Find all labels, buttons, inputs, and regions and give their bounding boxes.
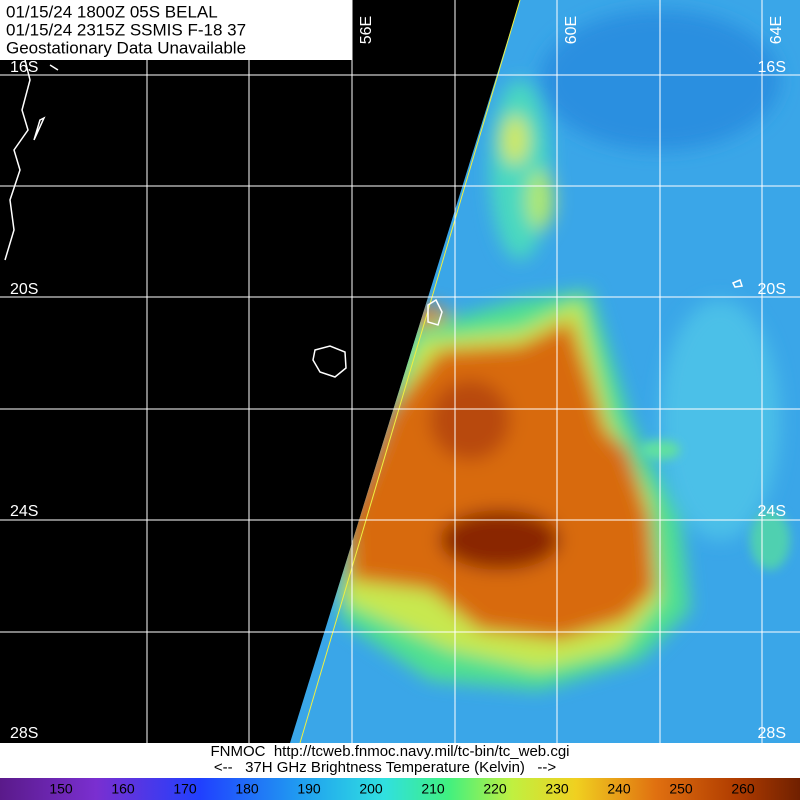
grid <box>0 0 800 743</box>
footer <box>0 743 800 778</box>
colorbar-tick-label: 180 <box>235 781 259 797</box>
latitude-label: 24S <box>10 503 38 520</box>
coastline <box>4 59 743 378</box>
header-line: 01/15/24 1800Z 05S BELAL <box>6 2 218 21</box>
swath-edge <box>299 0 521 744</box>
latitude-label: 16S <box>758 59 786 76</box>
colorbar-tick-label: 230 <box>545 781 569 797</box>
colorbar-tick-label: 190 <box>297 781 321 797</box>
header-line: Geostationary Data Unavailable <box>6 38 246 57</box>
header-line: 01/15/24 2315Z SSMIS F-18 37 <box>6 20 246 39</box>
colorbar-tick-label: 200 <box>359 781 383 797</box>
colorbar-tick-label: 160 <box>111 781 135 797</box>
footer-source: FNMOC http://tcweb.fnmoc.navy.mil/tc-bin… <box>211 743 570 760</box>
longitude-label: 64E <box>768 16 785 44</box>
latitude-label: 16S <box>10 59 38 76</box>
latitude-label: 28S <box>10 725 38 742</box>
latitude-label: 24S <box>758 503 786 520</box>
latitude-label: 20S <box>758 281 786 298</box>
colorbar-tick-label: 150 <box>49 781 73 797</box>
longitude-label: 56E <box>358 16 375 44</box>
header-box <box>0 0 352 60</box>
colorbar-tick-label: 260 <box>731 781 755 797</box>
colorbar-tick-label: 170 <box>173 781 197 797</box>
colorbar-tick-label: 240 <box>607 781 631 797</box>
longitude-label: 60E <box>563 16 580 44</box>
colorbar-tick-label: 250 <box>669 781 693 797</box>
colorbar-tick-label: 210 <box>421 781 445 797</box>
colorbar <box>0 778 800 800</box>
latitude-label: 20S <box>10 281 38 298</box>
latitude-label: 28S <box>758 725 786 742</box>
colorbar-tick-label: 220 <box>483 781 507 797</box>
colorbar-title: <-- 37H GHz Brightness Temperature (Kelv… <box>214 759 557 776</box>
colorbar-ticks: 150 160 170 180 190 200 210 220 230 240 250 260 <box>49 781 755 797</box>
